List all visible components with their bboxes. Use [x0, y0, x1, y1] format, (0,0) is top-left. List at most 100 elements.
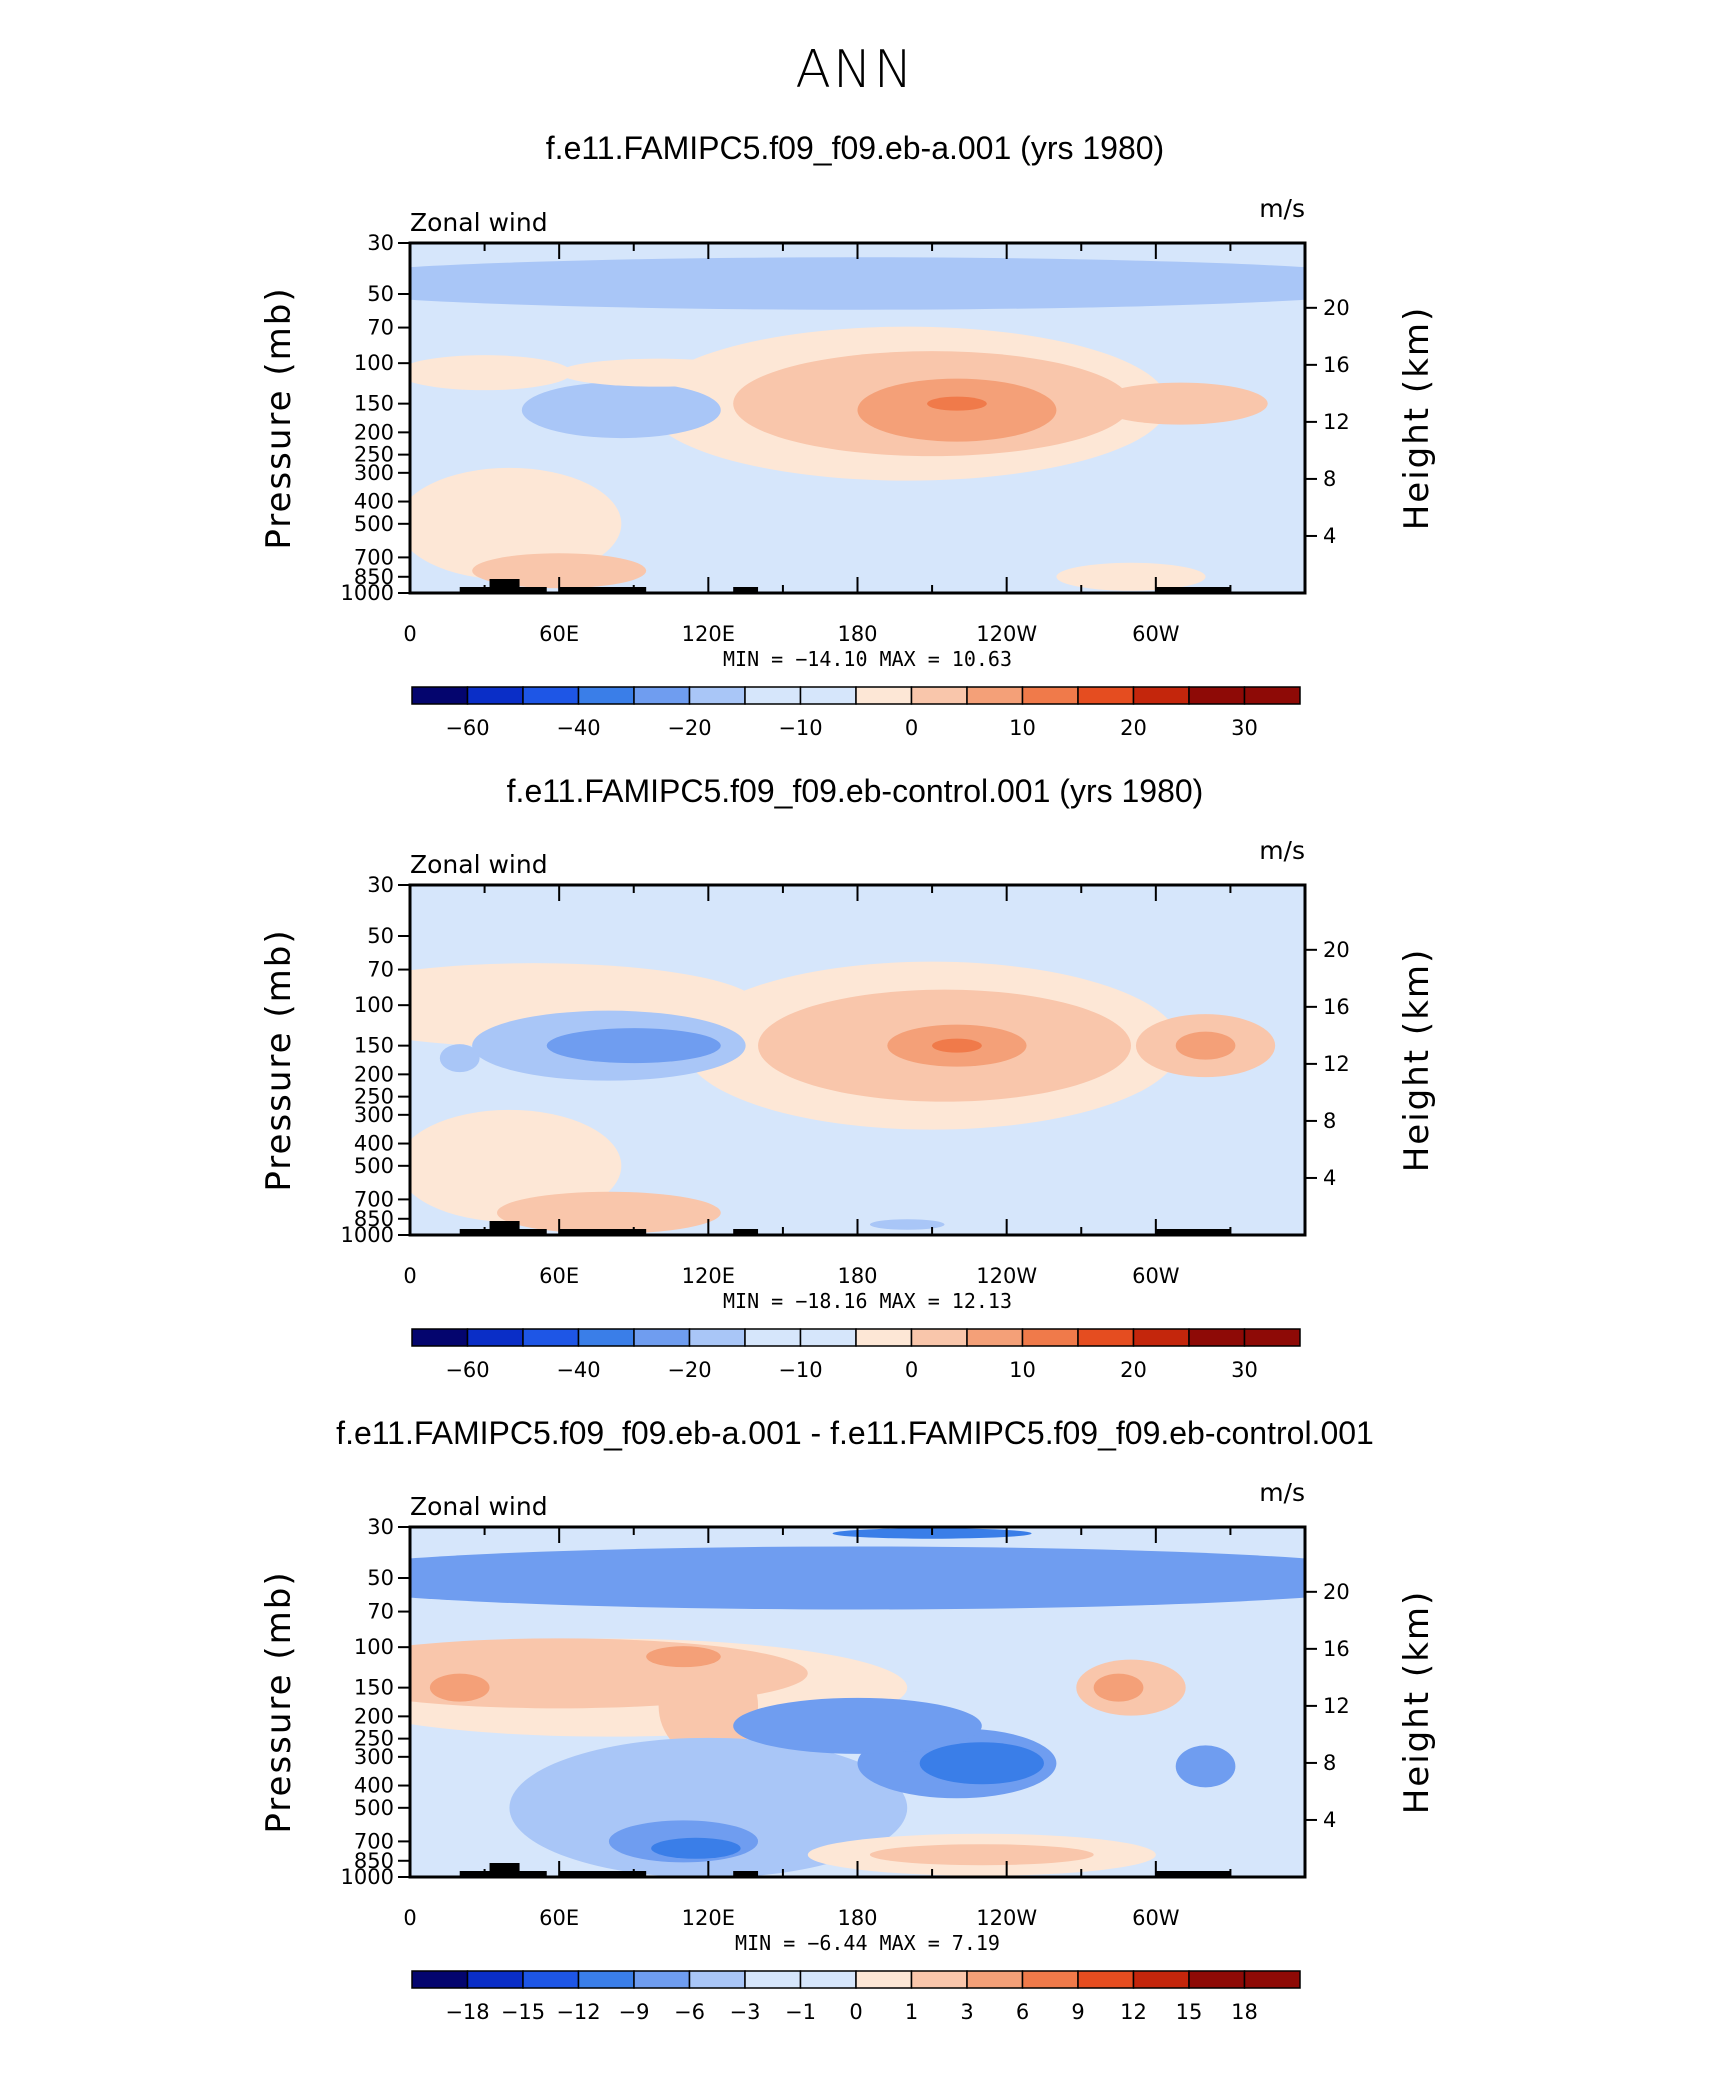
colorbar-label: −60 [445, 1358, 489, 1382]
colorbar-label: 6 [1016, 2000, 1029, 2024]
colorbar-label: 12 [1120, 2000, 1147, 2024]
colorbar-label: −20 [667, 716, 711, 740]
height-tick-label: 20 [1323, 296, 1350, 320]
pressure-tick-label: 1000 [341, 1223, 394, 1247]
contour-region [497, 1191, 721, 1234]
pressure-tick-label: 700 [354, 1187, 394, 1211]
colorbar-box [688, 1970, 746, 1989]
topography [489, 1863, 520, 1877]
colorbar-box [1077, 1970, 1135, 1989]
pressure-tick-label: 150 [354, 1676, 394, 1700]
pressure-tick-label: 500 [354, 1796, 394, 1820]
contour-region [733, 1697, 982, 1754]
contour-region [1093, 382, 1268, 425]
colorbar-label: 20 [1120, 716, 1147, 740]
pressure-tick-label: 700 [354, 1829, 394, 1853]
y2-axis-title: Height (km) [1397, 1590, 1437, 1815]
pressure-tick-label: 200 [354, 420, 394, 444]
contour-region [869, 1219, 945, 1230]
colorbar-label: 20 [1120, 1358, 1147, 1382]
pressure-tick-label: 500 [354, 512, 394, 536]
colorbar-label: 15 [1176, 2000, 1203, 2024]
pressure-tick-label: 30 [367, 1515, 394, 1539]
colorbar-label: 0 [849, 2000, 862, 2024]
left-string: Zonal wind [410, 208, 548, 237]
colorbar-box [633, 1970, 691, 1989]
colorbar-label: 10 [1009, 716, 1036, 740]
colorbar-label: 18 [1231, 2000, 1258, 2024]
pressure-tick-label: 250 [354, 443, 394, 467]
colorbar-label: −40 [556, 1358, 600, 1382]
colorbar-label: −18 [445, 2000, 489, 2024]
topography [1155, 1871, 1231, 1877]
height-tick-label: 12 [1323, 1694, 1350, 1718]
units-string: m/s [1259, 1478, 1305, 1507]
panel-3-chart: 3050701001502002503004005007008501000201… [259, 1478, 1437, 2024]
min-max-stats: MIN = −14.10 MAX = 10.63 [723, 647, 1012, 671]
pressure-tick-label: 850 [354, 1207, 394, 1231]
colorbar-label: 10 [1009, 1358, 1036, 1382]
colorbar-label: 30 [1231, 1358, 1258, 1382]
colorbar-label: 30 [1231, 716, 1258, 740]
x-tick-label: 180 [837, 1906, 877, 1930]
x-tick-label: 60W [1132, 622, 1180, 646]
y-axis-title: Pressure (mb) [259, 928, 299, 1191]
pressure-tick-label: 150 [354, 1034, 394, 1058]
colorbar-box [966, 1970, 1024, 1989]
left-string: Zonal wind [410, 1492, 548, 1521]
colorbar-box [1243, 1970, 1301, 1989]
x-tick-label: 60E [539, 1906, 579, 1930]
pressure-tick-label: 250 [354, 1727, 394, 1751]
panel-2-title: f.e11.FAMIPC5.f09_f09.eb-control.001 (yr… [506, 773, 1204, 809]
pressure-tick-label: 250 [354, 1085, 394, 1109]
units-string: m/s [1259, 194, 1305, 223]
height-tick-label: 8 [1323, 1109, 1336, 1133]
colorbar-label: −60 [445, 716, 489, 740]
colorbar-box [1243, 686, 1301, 705]
height-tick-label: 20 [1323, 938, 1350, 962]
height-tick-label: 4 [1323, 1808, 1336, 1832]
colorbar: −60 −40 −20 −10 0 10 20 30 [411, 686, 1301, 740]
colorbar-label: −1 [785, 2000, 816, 2024]
colorbar-label: −6 [674, 2000, 705, 2024]
colorbar-label: 0 [905, 1358, 918, 1382]
height-tick-label: 16 [1323, 353, 1350, 377]
topography [1155, 1229, 1231, 1235]
contour-region [1093, 1673, 1144, 1702]
pressure-tick-label: 500 [354, 1154, 394, 1178]
colorbar-label: 1 [905, 2000, 918, 2024]
x-tick-label: 0 [403, 622, 416, 646]
contour-region [509, 1737, 908, 1877]
colorbar-box [466, 1970, 524, 1989]
pressure-tick-label: 70 [367, 958, 394, 982]
colorbar-label: −12 [556, 2000, 600, 2024]
contour-region [410, 355, 572, 391]
x-tick-label: 0 [403, 1264, 416, 1288]
pressure-tick-label: 50 [367, 282, 394, 306]
pressure-tick-label: 400 [354, 1132, 394, 1156]
units-string: m/s [1259, 836, 1305, 865]
pressure-tick-label: 100 [354, 1635, 394, 1659]
x-tick-label: 0 [403, 1906, 416, 1930]
colorbar-box [744, 1970, 802, 1989]
pressure-tick-label: 300 [354, 461, 394, 485]
topography [733, 1871, 759, 1877]
panel-3-title: f.e11.FAMIPC5.f09_f09.eb-a.001 - f.e11.F… [336, 1415, 1374, 1451]
colorbar-box [799, 1970, 857, 1989]
colorbar-box [522, 1970, 580, 1989]
pressure-tick-label: 300 [354, 1103, 394, 1127]
x-tick-label: 60W [1132, 1264, 1180, 1288]
contour-region [439, 1044, 480, 1073]
pressure-tick-label: 50 [367, 924, 394, 948]
pressure-tick-label: 850 [354, 1849, 394, 1873]
y2-axis-title: Height (km) [1397, 948, 1437, 1173]
contour-field [410, 885, 1305, 1235]
contour-region [651, 1837, 741, 1859]
colorbar-label: −9 [619, 2000, 650, 2024]
height-tick-label: 16 [1323, 995, 1350, 1019]
contour-region [521, 382, 721, 439]
contour-field [410, 1527, 1305, 1877]
